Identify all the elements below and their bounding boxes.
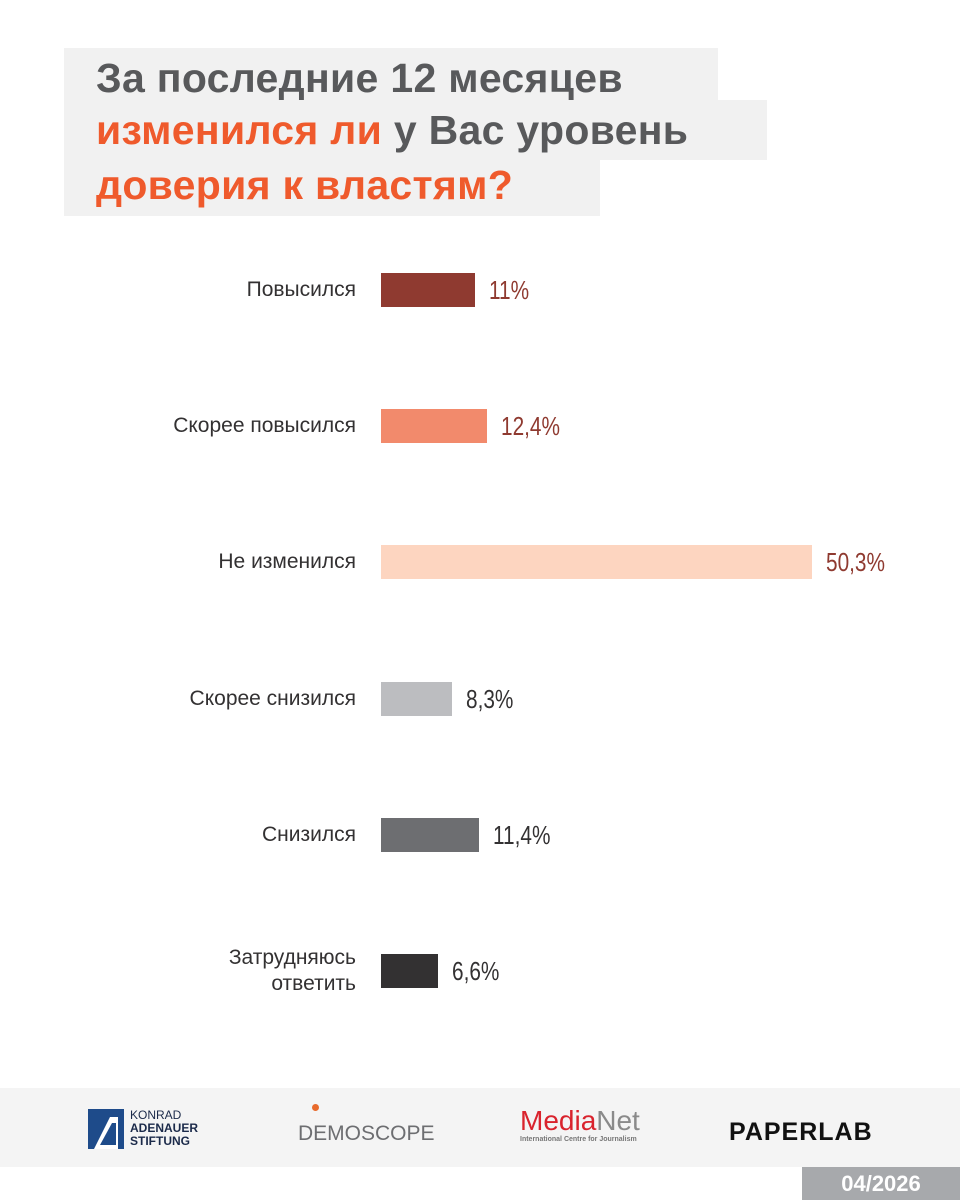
title-rest: у Вас уровень <box>382 107 689 153</box>
bar <box>381 545 812 580</box>
date-badge: 04/2026 <box>802 1167 960 1200</box>
bar <box>381 409 488 444</box>
value-label: 11% <box>489 275 530 305</box>
kas-mark-icon <box>88 1109 124 1149</box>
category-label: Затрудняюсь ответить <box>228 946 356 995</box>
bar <box>381 954 438 988</box>
category-label: Скорее снизился <box>189 686 356 710</box>
kas-line-1: KONRAD <box>130 1108 182 1122</box>
value-label: 8,3% <box>466 683 514 714</box>
value-label: 6,6% <box>451 956 499 986</box>
category-label: Снизился <box>262 822 356 846</box>
kas-logo: KONRAD ADENAUER STIFTUNG <box>88 1109 228 1151</box>
category-label: Не изменился <box>218 550 356 574</box>
value-label: 12,4% <box>501 411 561 442</box>
title-highlight: изменился ли <box>96 107 383 153</box>
value-label: 11,4% <box>492 819 551 850</box>
category-label: Скорее повысился <box>173 414 356 438</box>
title-line-3: доверия к властям? <box>64 155 600 216</box>
medianet-logo: MediaNet International Centre for Journa… <box>520 1105 640 1144</box>
bar <box>381 817 479 852</box>
value-label: 50,3% <box>826 547 885 578</box>
title-line-2: изменился ли у Вас уровень <box>64 100 767 160</box>
bar <box>381 273 476 307</box>
demoscope-logo: DEMOSCOPE <box>298 1104 435 1146</box>
title-line-1: За последние 12 месяцев <box>64 48 718 108</box>
partner-logos-footer: KONRAD ADENAUER STIFTUNG DEMOSCOPE Media… <box>0 1088 960 1167</box>
bar <box>381 681 453 716</box>
kas-line-3: STIFTUNG <box>130 1134 190 1148</box>
category-label: Повысился <box>246 278 356 301</box>
paperlab-logo: PAPERLAB <box>729 1118 873 1146</box>
kas-line-2: ADENAUER <box>130 1121 199 1135</box>
